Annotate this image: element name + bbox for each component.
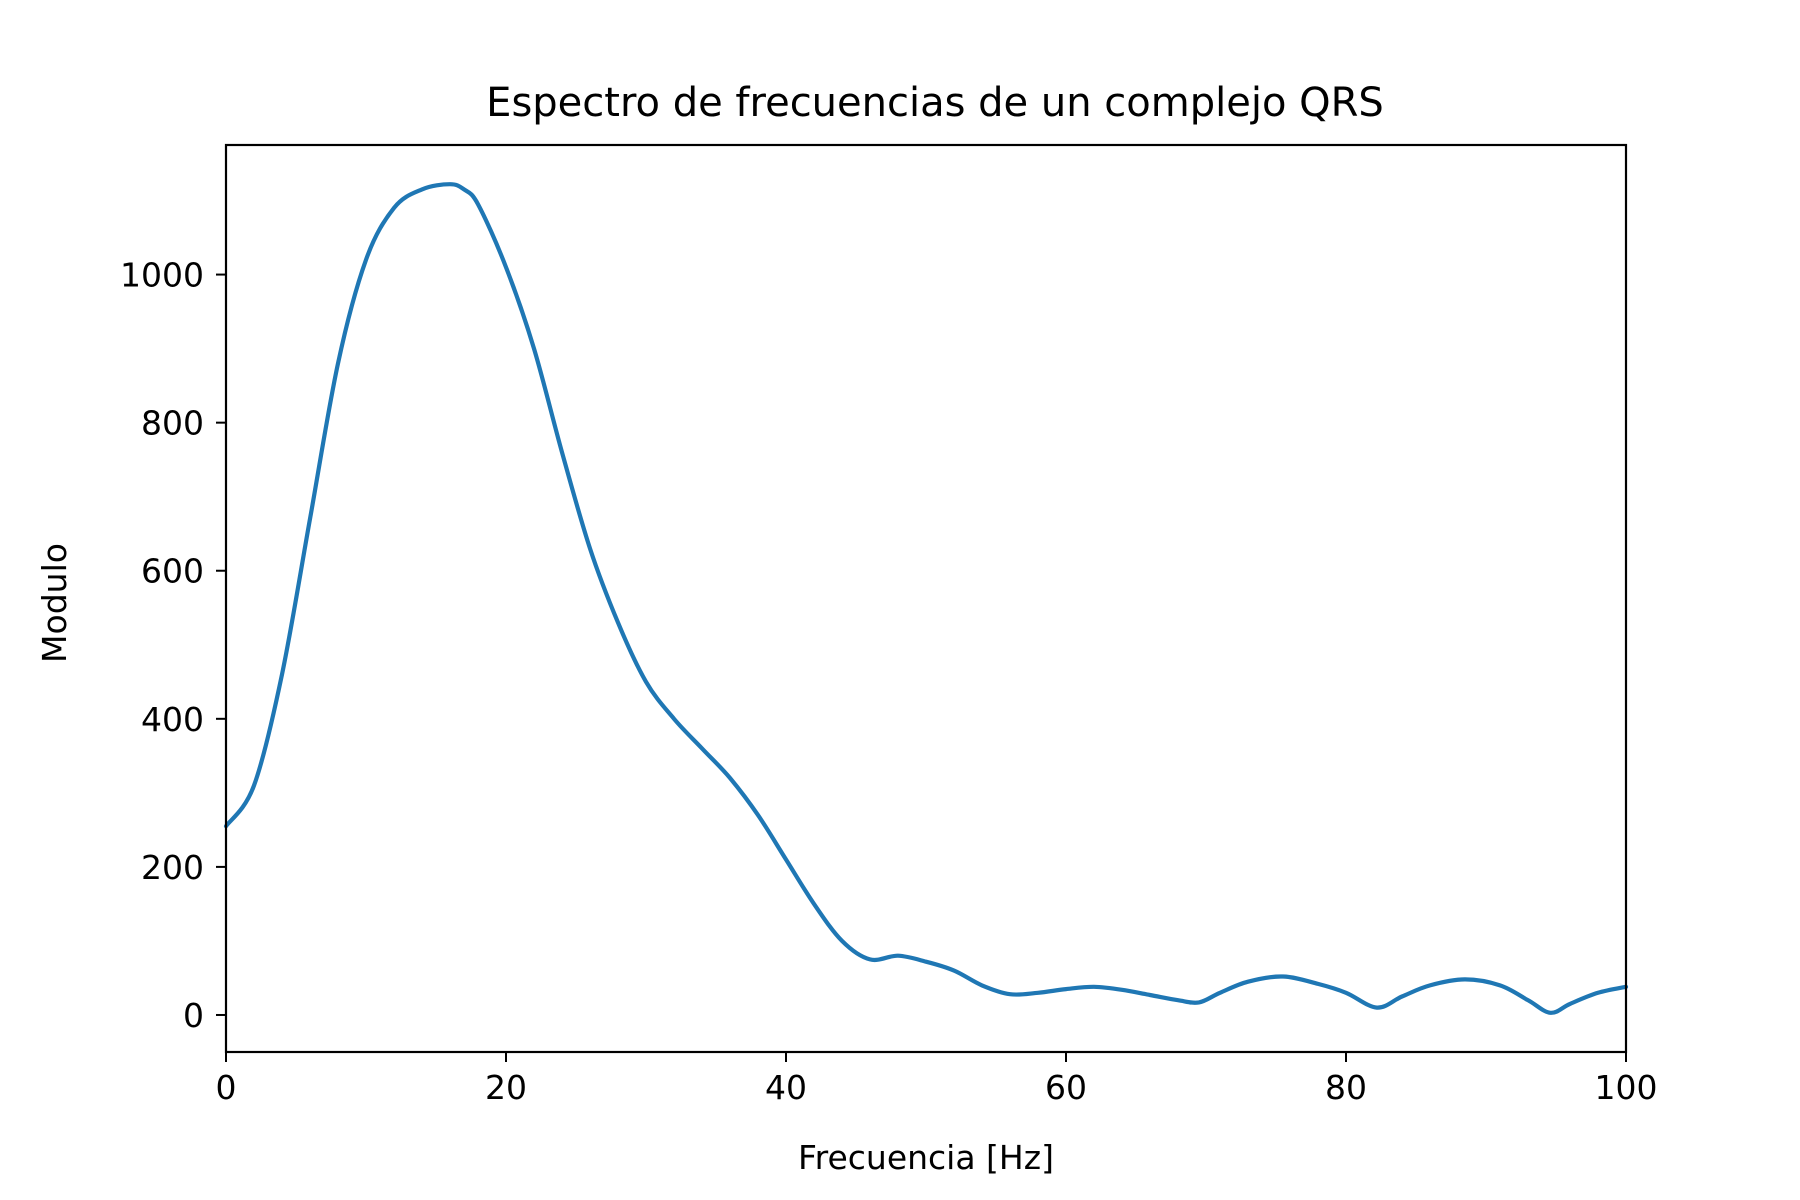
x-axis-ticks: 0 20 40 60 80 100 xyxy=(216,1052,1658,1107)
y-tick-label-200: 200 xyxy=(141,848,204,887)
y-tick-label-1000: 1000 xyxy=(120,256,204,295)
y-axis-ticks: 0 200 400 600 800 1000 xyxy=(120,256,226,1035)
x-tick-label-60: 60 xyxy=(1045,1068,1087,1107)
plot-frame xyxy=(224,143,1628,1054)
y-axis-label: Modulo xyxy=(35,543,74,663)
y-tick-label-400: 400 xyxy=(141,700,204,739)
chart-title: Espectro de frecuencias de un complejo Q… xyxy=(486,80,1384,126)
y-tick-label-800: 800 xyxy=(141,404,204,443)
x-tick-label-0: 0 xyxy=(216,1068,237,1107)
plot-area xyxy=(223,182,1629,1015)
y-tick-label-0: 0 xyxy=(183,996,204,1035)
series-line-0 xyxy=(223,182,1629,1015)
x-tick-label-80: 80 xyxy=(1325,1068,1367,1107)
x-axis-label: Frecuencia [Hz] xyxy=(798,1138,1054,1177)
y-tick-label-600: 600 xyxy=(141,552,204,591)
x-tick-label-40: 40 xyxy=(765,1068,807,1107)
x-tick-label-100: 100 xyxy=(1595,1068,1658,1107)
x-tick-label-20: 20 xyxy=(485,1068,527,1107)
